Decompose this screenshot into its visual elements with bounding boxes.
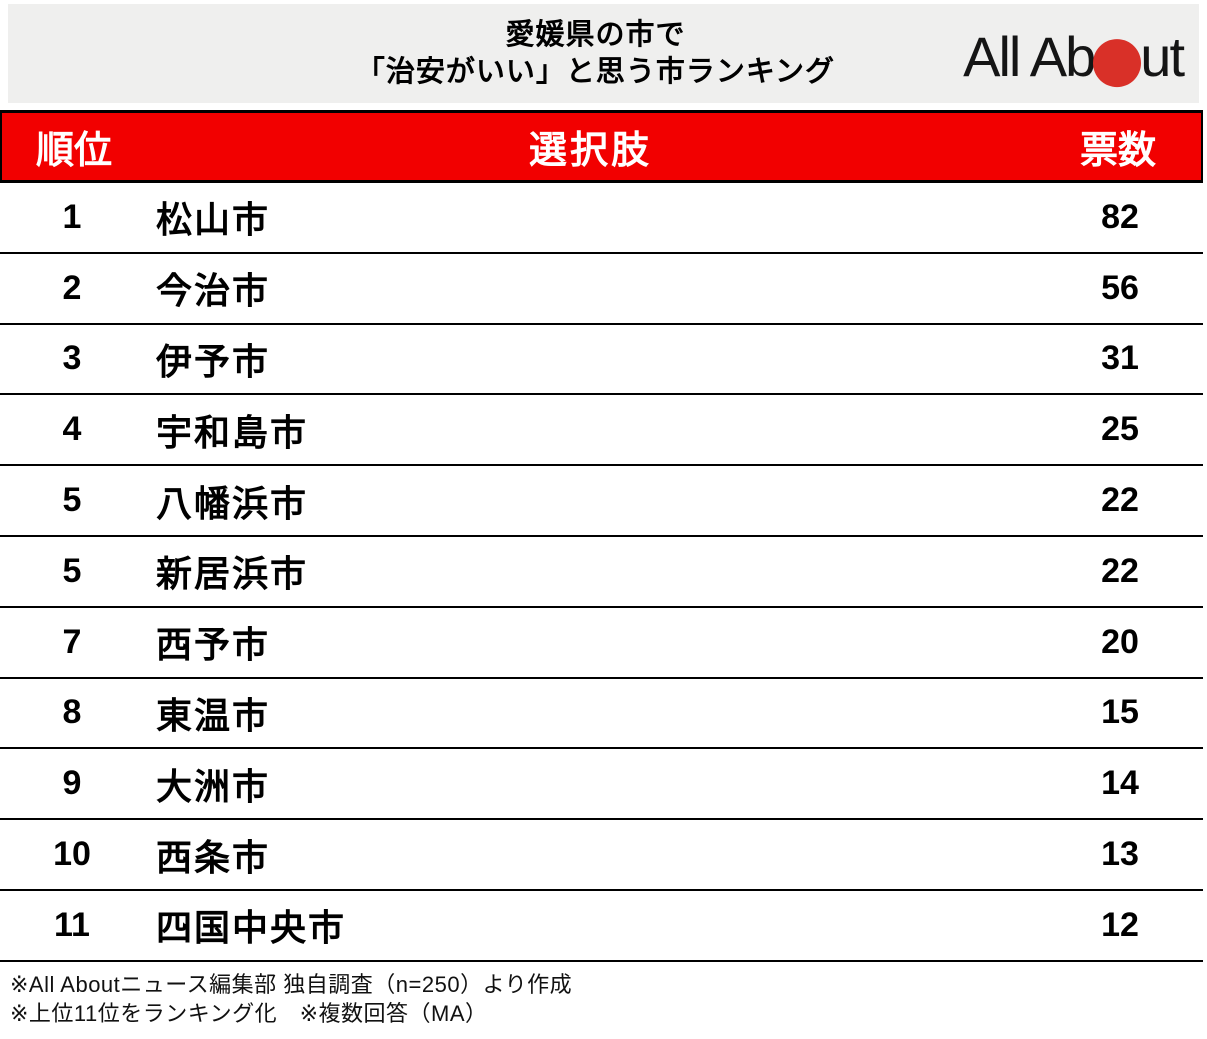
table-row: 1 松山市 82 [0,183,1203,254]
rank-cell: 1 [62,197,82,236]
rank-cell: 5 [62,551,82,590]
rank-cell: 2 [62,268,82,307]
table-row: 2 今治市 56 [0,253,1203,325]
city-cell: 東温市 [156,694,271,736]
city-cell: 西条市 [156,836,271,878]
table-row: 11 四国中央市 12 [0,890,1203,962]
footnotes: ※All Aboutニュース編集部 独自調査（n=250）より作成 ※上位11位… [10,971,572,1028]
rank-cell: 9 [62,764,82,803]
votes-cell: 20 [1101,622,1139,661]
title-line-1: 愛媛県の市で [505,18,686,51]
votes-cell: 13 [1101,835,1139,874]
city-cell: 八幡浜市 [156,482,309,524]
city-cell: 宇和島市 [156,411,309,453]
city-cell: 今治市 [156,270,271,312]
title-banner: 愛媛県の市で 「治安がいい」と思う市ランキング All Ab ut [8,4,1199,103]
city-cell: 西予市 [156,624,271,666]
votes-cell: 82 [1101,197,1139,236]
city-cell: 四国中央市 [156,907,347,949]
votes-cell: 31 [1101,339,1139,378]
table-row: 8 東温市 15 [0,678,1203,750]
votes-cell: 14 [1101,764,1139,803]
votes-cell: 56 [1101,268,1139,307]
votes-cell: 22 [1101,551,1139,590]
rank-cell: 10 [53,835,91,874]
votes-cell: 22 [1101,481,1139,520]
page-title: 愛媛県の市で 「治安がいい」と思う市ランキング [8,4,1199,103]
city-cell: 大洲市 [156,765,271,807]
table-row: 3 伊予市 31 [0,324,1203,396]
logo-text-left: All Ab [963,24,1096,88]
votes-cell: 12 [1101,905,1139,944]
header-rank: 順位 [35,130,112,172]
table-row: 9 大洲市 14 [0,749,1203,821]
table-row: 10 西条市 13 [0,820,1203,891]
footnote-line-2: ※上位11位をランキング化 ※複数回答（MA） [10,1000,488,1026]
city-cell: 伊予市 [156,340,271,382]
rank-cell: 7 [62,622,82,661]
header-choice: 選択肢 [528,130,652,172]
rank-cell: 4 [62,410,82,449]
footnote-line-1: ※All Aboutニュース編集部 独自調査（n=250）より作成 [10,972,573,997]
table-row: 7 西予市 20 [0,607,1203,679]
rank-cell: 8 [62,693,82,732]
header-votes: 票数 [1079,130,1156,172]
table-header-row: 順位 選択肢 票数 [0,110,1203,183]
city-cell: 松山市 [156,199,271,241]
votes-cell: 25 [1101,410,1139,449]
table-row: 5 新居浜市 22 [0,536,1203,608]
red-circle-icon [1093,39,1142,88]
title-line-2: 「治安がいい」と思う市ランキング [355,55,836,88]
city-cell: 新居浜市 [156,553,309,595]
rank-cell: 5 [62,481,82,520]
logo-text-right: ut [1140,24,1185,88]
table-row: 5 八幡浜市 22 [0,466,1203,537]
table-row: 4 宇和島市 25 [0,395,1203,467]
all-about-logo: All Ab ut [963,24,1185,89]
rank-cell: 3 [62,339,82,378]
rank-cell: 11 [54,905,90,944]
votes-cell: 15 [1101,693,1139,732]
ranking-table: 順位 選択肢 票数 1 松山市 82 2 今治市 56 3 伊予市 31 4 宇… [0,110,1203,962]
